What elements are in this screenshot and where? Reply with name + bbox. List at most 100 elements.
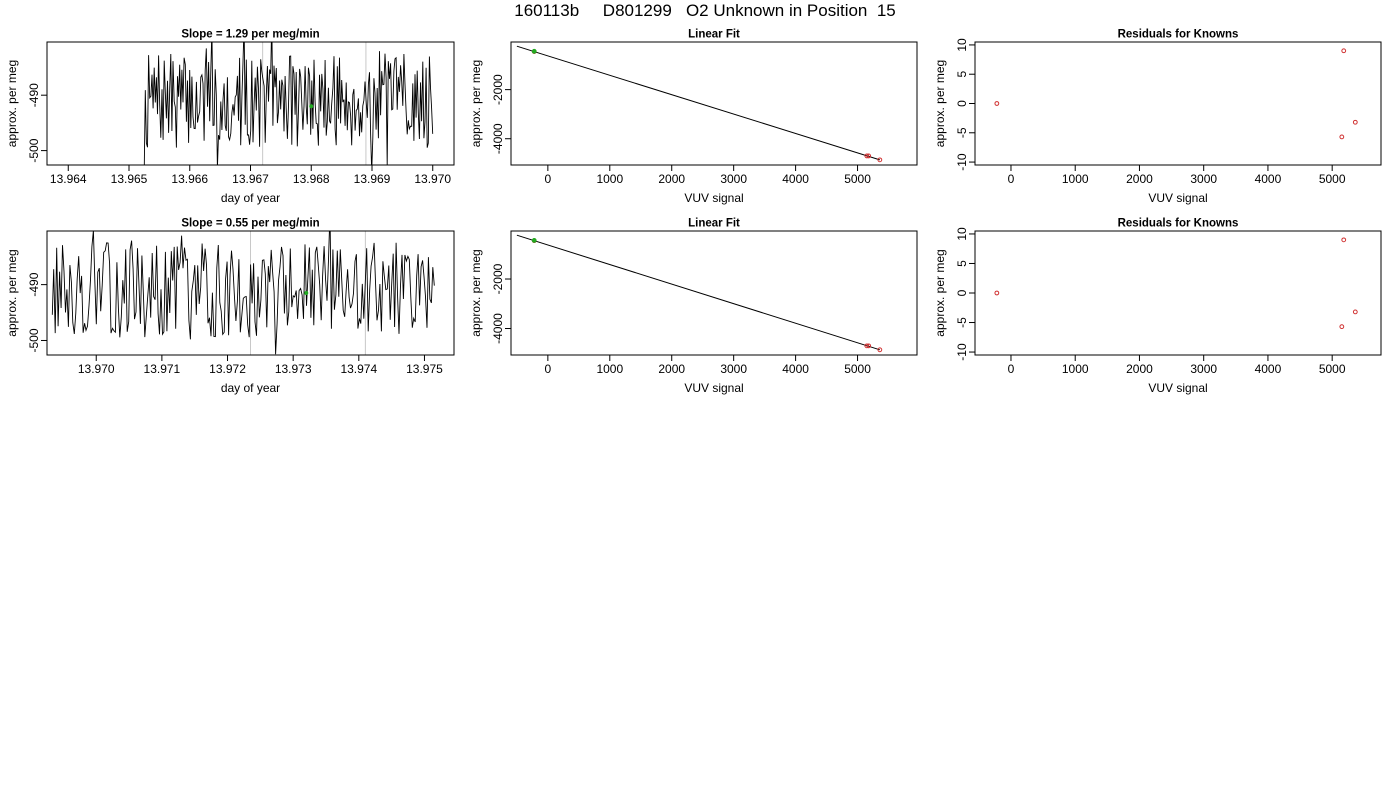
x-tick-label: 1000 xyxy=(1062,172,1089,186)
known-point xyxy=(866,153,872,159)
y-axis-label: approx. per meg xyxy=(5,249,19,336)
y-tick-label: 10 xyxy=(955,38,969,52)
y-tick-label: -4000 xyxy=(491,313,505,344)
fit-line xyxy=(516,234,880,351)
panel-title: Slope = 0.55 per meg/min xyxy=(181,218,319,230)
known-point xyxy=(864,343,870,349)
x-tick-label: 13.969 xyxy=(354,172,391,186)
known-point xyxy=(1352,309,1358,315)
x-tick-label: 13.970 xyxy=(78,362,115,376)
x-tick-label: 2000 xyxy=(658,362,685,376)
x-tick-label: 0 xyxy=(1008,172,1015,186)
known-point xyxy=(1339,324,1345,330)
x-tick-label: 4000 xyxy=(1255,362,1282,376)
panel-title: Linear Fit xyxy=(688,29,740,41)
panel-1: Slope = 1.29 per meg/min day of year appro… xyxy=(5,29,455,205)
x-tick-label: 5000 xyxy=(1319,362,1346,376)
signal-trace xyxy=(51,231,435,355)
y-tick-label: 0 xyxy=(955,289,969,296)
known-point xyxy=(1341,237,1347,243)
x-tick-label: 4000 xyxy=(1255,172,1282,186)
plot-frame xyxy=(510,230,918,356)
plot-frame xyxy=(974,230,1382,356)
x-tick-label: 3000 xyxy=(1190,362,1217,376)
y-tick-label: -2000 xyxy=(491,74,505,105)
y-axis-label: approx. per meg xyxy=(469,60,483,147)
y-tick-label: 0 xyxy=(955,100,969,107)
plot-area xyxy=(994,237,1358,330)
x-tick-label: 0 xyxy=(545,172,552,186)
fit-line xyxy=(516,45,880,161)
x-axis-label: day of year xyxy=(221,381,280,395)
x-tick-label: 2000 xyxy=(658,172,685,186)
plot-frame xyxy=(46,41,455,166)
x-tick-label: 13.971 xyxy=(144,362,181,376)
x-tick-label: 5000 xyxy=(844,362,871,376)
x-tick-label: 13.972 xyxy=(209,362,246,376)
known-point xyxy=(866,343,872,349)
x-tick-label: 3000 xyxy=(720,172,747,186)
x-axis-label: VUV signal xyxy=(1148,381,1207,395)
unknown-point xyxy=(531,48,537,54)
known-point xyxy=(994,101,1000,106)
plot-area xyxy=(51,231,435,355)
plot-frame xyxy=(974,41,1382,166)
y-tick-label: 5 xyxy=(955,260,969,267)
known-point xyxy=(1341,48,1347,54)
x-tick-label: 13.967 xyxy=(232,172,269,186)
x-tick-label: 13.970 xyxy=(414,172,451,186)
x-tick-label: 13.964 xyxy=(50,172,87,186)
panel-5: Linear Fit VUV signal approx. per meg 0 1000… xyxy=(469,218,918,395)
known-point xyxy=(1339,134,1345,140)
x-tick-label: 0 xyxy=(1008,362,1015,376)
known-point xyxy=(994,290,1000,296)
x-tick-label: 3000 xyxy=(720,362,747,376)
y-tick-label: -5 xyxy=(955,127,969,138)
x-tick-label: 1000 xyxy=(596,362,623,376)
plot-area xyxy=(143,42,434,165)
known-point xyxy=(877,347,883,353)
known-point xyxy=(877,157,883,163)
unknown-point xyxy=(531,238,537,243)
panel-4: Slope = 0.55 per meg/min day of year appro… xyxy=(5,218,455,395)
y-tick-label: -500 xyxy=(27,328,41,352)
y-tick-label: -2000 xyxy=(491,263,505,294)
plot-area xyxy=(994,48,1358,140)
x-tick-label: 13.965 xyxy=(111,172,148,186)
y-tick-label: 10 xyxy=(955,227,969,241)
y-axis-label: approx. per meg xyxy=(469,249,483,336)
signal-trace xyxy=(143,42,434,165)
x-tick-label: 13.966 xyxy=(171,172,208,186)
x-tick-label: 13.975 xyxy=(406,362,443,376)
panel-3: Residuals for Knowns VUV signal approx. pe… xyxy=(933,29,1382,205)
mean-point xyxy=(309,104,314,109)
y-tick-label: -4000 xyxy=(491,123,505,154)
y-tick-label: -490 xyxy=(27,272,41,296)
x-tick-label: 1000 xyxy=(596,172,623,186)
panel-title: Linear Fit xyxy=(688,218,740,230)
x-tick-label: 4000 xyxy=(782,362,809,376)
x-tick-label: 5000 xyxy=(844,172,871,186)
x-axis-label: VUV signal xyxy=(684,191,743,205)
mean-point xyxy=(304,291,309,295)
panel-title: Residuals for Knowns xyxy=(1118,218,1239,230)
panel-6: Residuals for Knowns VUV signal approx. pe… xyxy=(933,218,1382,395)
plot-frame xyxy=(46,230,455,356)
y-axis-label: approx. per meg xyxy=(933,60,947,147)
y-axis-label: approx. per meg xyxy=(5,60,19,147)
y-tick-label: 5 xyxy=(955,71,969,78)
y-tick-label: -500 xyxy=(27,138,41,162)
y-tick-label: -10 xyxy=(955,343,969,361)
x-tick-label: 13.968 xyxy=(293,172,330,186)
y-tick-label: -5 xyxy=(955,317,969,328)
x-axis-label: day of year xyxy=(221,191,280,205)
x-tick-label: 2000 xyxy=(1126,172,1153,186)
x-tick-label: 0 xyxy=(545,362,552,376)
y-tick-label: -10 xyxy=(955,153,969,171)
known-point xyxy=(864,153,870,159)
panel-title: Slope = 1.29 per meg/min xyxy=(181,29,319,41)
plot-area xyxy=(516,234,883,353)
x-axis-label: VUV signal xyxy=(684,381,743,395)
x-tick-label: 2000 xyxy=(1126,362,1153,376)
x-axis-label: VUV signal xyxy=(1148,191,1207,205)
